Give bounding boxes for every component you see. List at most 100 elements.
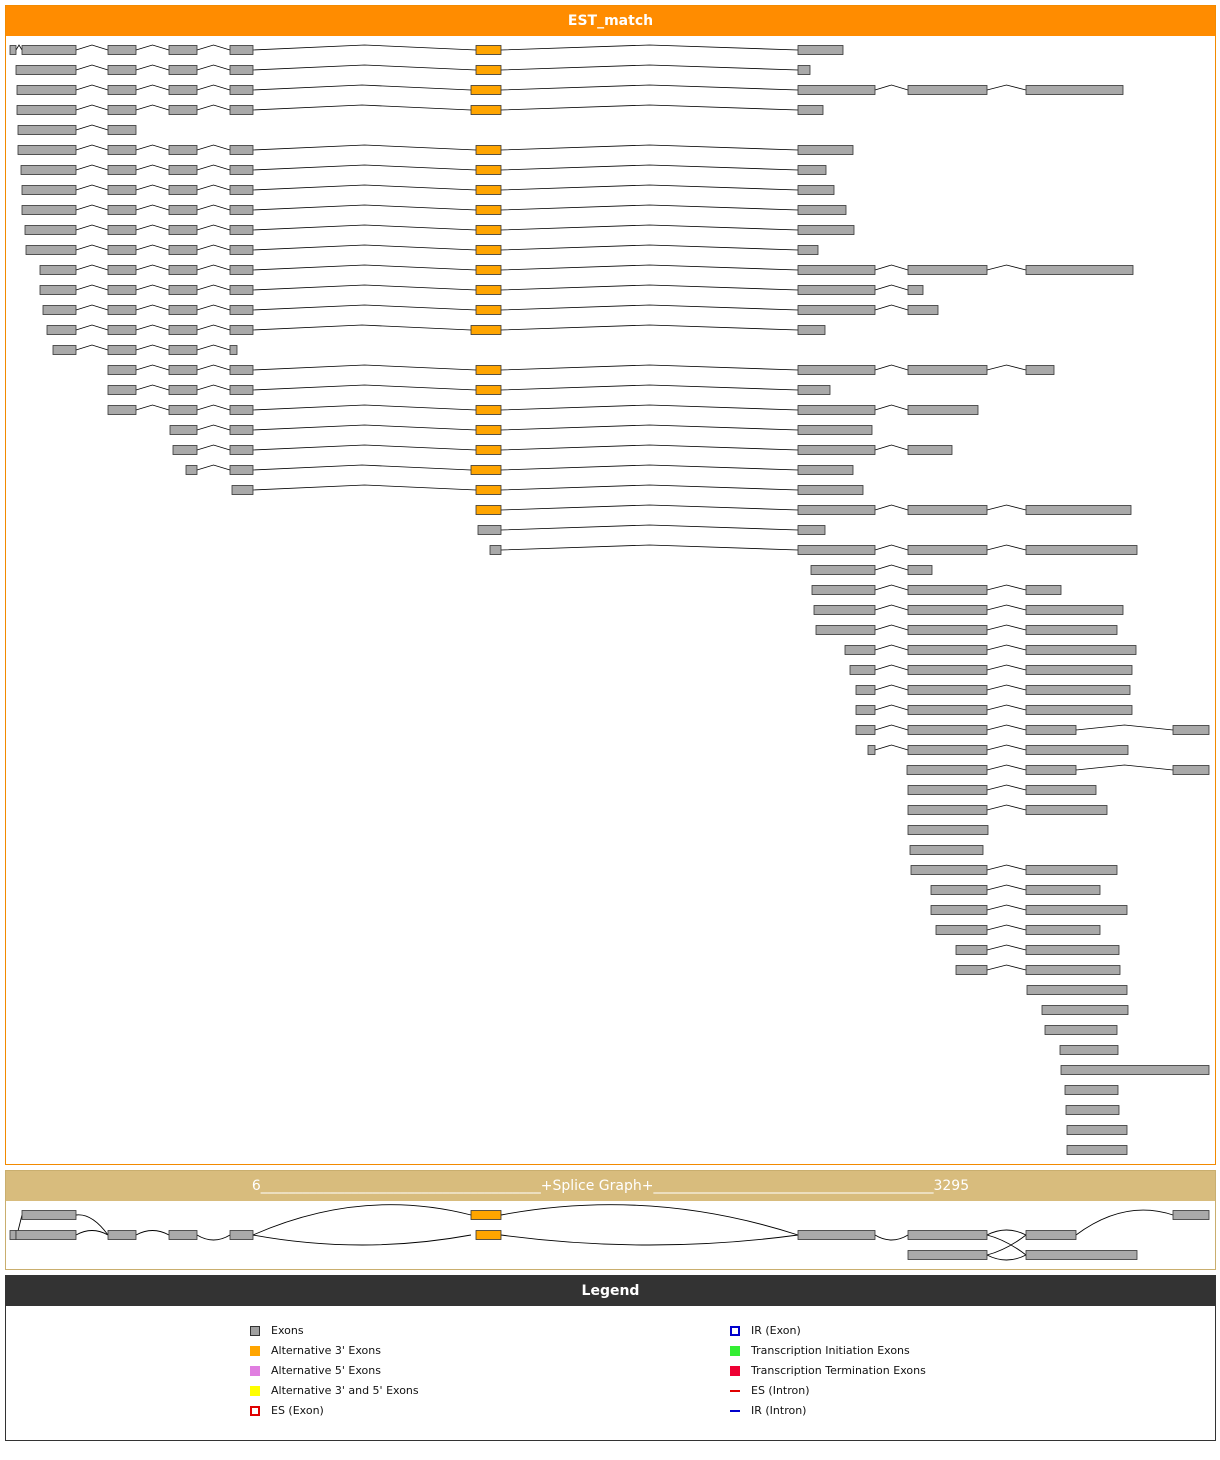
exon [21, 45, 77, 55]
intron-line [252, 44, 477, 51]
exon [107, 185, 137, 195]
exon [910, 865, 988, 875]
intron-line [135, 244, 170, 251]
exon [229, 425, 254, 435]
exon [17, 125, 77, 135]
intron-line [986, 744, 1027, 751]
intron-line [986, 804, 1027, 811]
exon [168, 45, 198, 55]
exon [1172, 725, 1210, 735]
exon [46, 325, 77, 335]
exon [1025, 265, 1134, 275]
intron-line [135, 204, 170, 211]
exon [107, 405, 137, 415]
intron-line [986, 604, 1027, 611]
exon [229, 465, 254, 475]
splice-edge [75, 1230, 109, 1236]
exon [1044, 1025, 1118, 1035]
exon [1025, 805, 1108, 815]
intron-line [874, 364, 909, 371]
intron-line [500, 84, 799, 91]
exon [907, 505, 988, 515]
intron-line [986, 884, 1027, 891]
exon [797, 45, 844, 55]
exon [107, 85, 137, 95]
alt3-exon [475, 185, 502, 195]
exon [229, 85, 254, 95]
intron-line [874, 264, 909, 271]
splice-edge [135, 1230, 170, 1236]
exon [797, 265, 876, 275]
exon [907, 825, 989, 835]
intron-line [252, 444, 477, 451]
intron-line [135, 184, 170, 191]
intron-line [500, 184, 799, 191]
exon [1025, 585, 1062, 595]
intron-line [986, 944, 1027, 951]
exon [15, 65, 77, 75]
intron-line [75, 344, 109, 351]
exon [229, 205, 254, 215]
exon [1025, 885, 1101, 895]
exon [1064, 1085, 1119, 1095]
exon [797, 505, 876, 515]
splice-alt3-exon [470, 1210, 502, 1220]
exon [229, 225, 254, 235]
alt3-swatch [250, 1346, 260, 1356]
splice-edge [986, 1254, 1027, 1261]
splice-edge [500, 1204, 799, 1236]
exon [797, 285, 876, 295]
intron-line [196, 364, 231, 371]
intron-line [1075, 764, 1174, 771]
exon [907, 265, 988, 275]
splice-edge [196, 1234, 231, 1241]
exon [1025, 725, 1077, 735]
splice-exon [168, 1230, 198, 1240]
intron-line [500, 264, 799, 271]
alt3-exon [475, 145, 502, 155]
exon [907, 805, 988, 815]
intron-line [500, 64, 799, 71]
exon [1060, 1065, 1210, 1075]
intron-line [500, 484, 799, 491]
exon [907, 705, 988, 715]
exon [168, 365, 198, 375]
intron-line [874, 444, 909, 451]
exon [168, 325, 198, 335]
legend-title: Legend [6, 1276, 1215, 1306]
exon [107, 385, 137, 395]
exon [168, 145, 198, 155]
exon [907, 585, 988, 595]
alt35-swatch [250, 1386, 260, 1396]
exon [229, 245, 254, 255]
exon [231, 485, 254, 495]
exon [229, 325, 254, 335]
intron-line [986, 864, 1027, 871]
intron-line [75, 284, 109, 291]
exon [1025, 605, 1124, 615]
intron-line [252, 484, 477, 491]
exon [1025, 685, 1131, 695]
exon [797, 145, 854, 155]
intron-line [986, 584, 1027, 591]
exon [906, 765, 988, 775]
exon [797, 365, 876, 375]
intron-line [986, 904, 1027, 911]
exon [855, 705, 876, 715]
splice-edge [252, 1234, 472, 1246]
intron-line [500, 284, 799, 291]
intron-line [1075, 724, 1174, 731]
exon [477, 525, 502, 535]
intron-line [252, 464, 472, 471]
splice-exon [1172, 1210, 1210, 1220]
exon [25, 245, 77, 255]
intron-line [252, 364, 477, 371]
est-alignment-track [9, 44, 1210, 1155]
exon [489, 545, 502, 555]
intron-line [252, 104, 472, 111]
exon [930, 905, 988, 915]
exon [855, 725, 876, 735]
exon [229, 65, 254, 75]
exon [107, 265, 137, 275]
exon [9, 45, 17, 55]
